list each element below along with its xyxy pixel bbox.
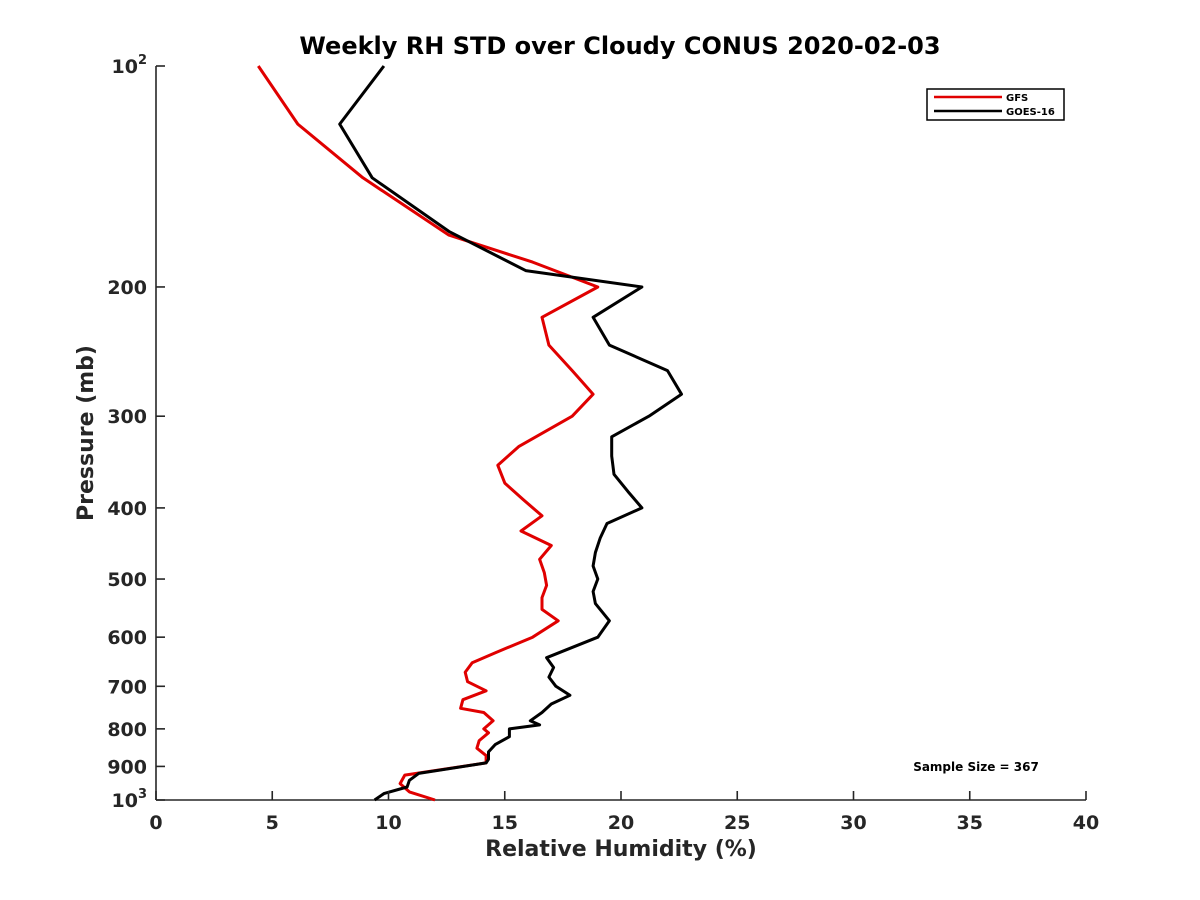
y-tick-label: 900 [107,756,147,778]
y-tick-label: 700 [107,676,147,698]
y-tick-label: 500 [107,569,147,591]
y-axis-label: Pressure (mb) [74,345,99,521]
y-tick-label: 800 [107,719,147,741]
y-tick-base: 10 [112,790,138,812]
legend-label-goes-16: GOES-16 [1006,107,1055,118]
x-tick-label: 15 [492,812,518,834]
x-tick-label: 0 [149,812,162,834]
y-tick-label: 103 [112,787,148,812]
y-tick-label: 200 [107,277,147,299]
x-axis-ticks: 0 5 10 15 20 25 30 35 40 [149,791,1099,834]
legend: GFS GOES-16 [926,88,1065,121]
series-group [257,65,683,802]
y-tick-exponent: 3 [138,787,147,802]
x-axis-label: Relative Humidity (%) [485,837,757,862]
sample-size-annotation: Sample Size = 367 [913,760,1039,774]
x-tick-label: 5 [266,812,279,834]
series-line-gfs [257,65,600,802]
x-tick-label: 20 [608,812,634,834]
plot-area [155,65,1086,802]
x-tick-label: 30 [840,812,866,834]
y-tick-label: 102 [112,53,148,78]
series-line-goes-16 [338,65,683,802]
y-tick-base: 10 [112,56,138,78]
x-tick-label: 10 [375,812,401,834]
y-tick-label: 400 [107,498,147,520]
x-tick-label: 40 [1073,812,1099,834]
x-tick-label: 35 [957,812,983,834]
x-tick-label: 25 [724,812,750,834]
chart-title: Weekly RH STD over Cloudy CONUS 2020-02-… [299,32,940,60]
y-tick-label: 600 [107,627,147,649]
y-tick-label: 300 [107,406,147,428]
legend-box [926,88,1065,121]
y-tick-exponent: 2 [138,53,147,68]
legend-label-gfs: GFS [1006,93,1028,104]
